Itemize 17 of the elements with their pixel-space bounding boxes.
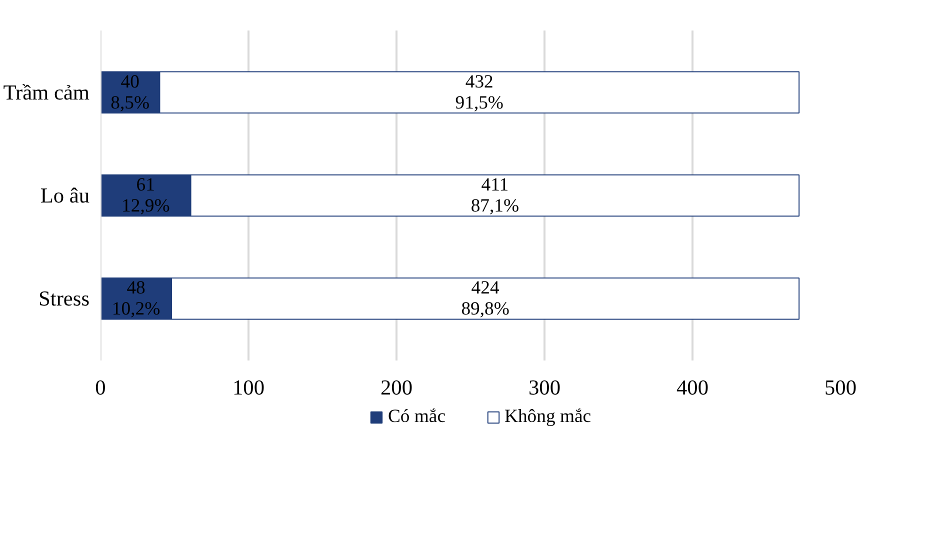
x-tick-label: 100 — [232, 376, 265, 400]
y-tick-label: Stress — [38, 286, 90, 311]
y-tick-label: Lo âu — [40, 184, 90, 208]
x-tick-label: 300 — [528, 376, 561, 400]
data-label: 61 12,9% — [122, 174, 170, 216]
data-label: 411 87,1% — [470, 174, 520, 216]
data-label: 432 91,5% — [455, 71, 504, 114]
x-tick-label: 500 — [824, 376, 857, 400]
x-tick-label: 200 — [380, 376, 413, 400]
data-label: 40 8,5% — [110, 71, 150, 114]
x-tick-label: 400 — [676, 376, 709, 400]
data-label: 424 89,8% — [461, 278, 510, 320]
data-label: 48 10,2% — [112, 278, 160, 320]
legend-label: Có mắc — [388, 406, 446, 428]
x-tick-label: 0 — [95, 376, 106, 400]
y-tick-label: Trầm cảm — [3, 80, 90, 104]
legend-label: Không mắc — [504, 406, 592, 428]
